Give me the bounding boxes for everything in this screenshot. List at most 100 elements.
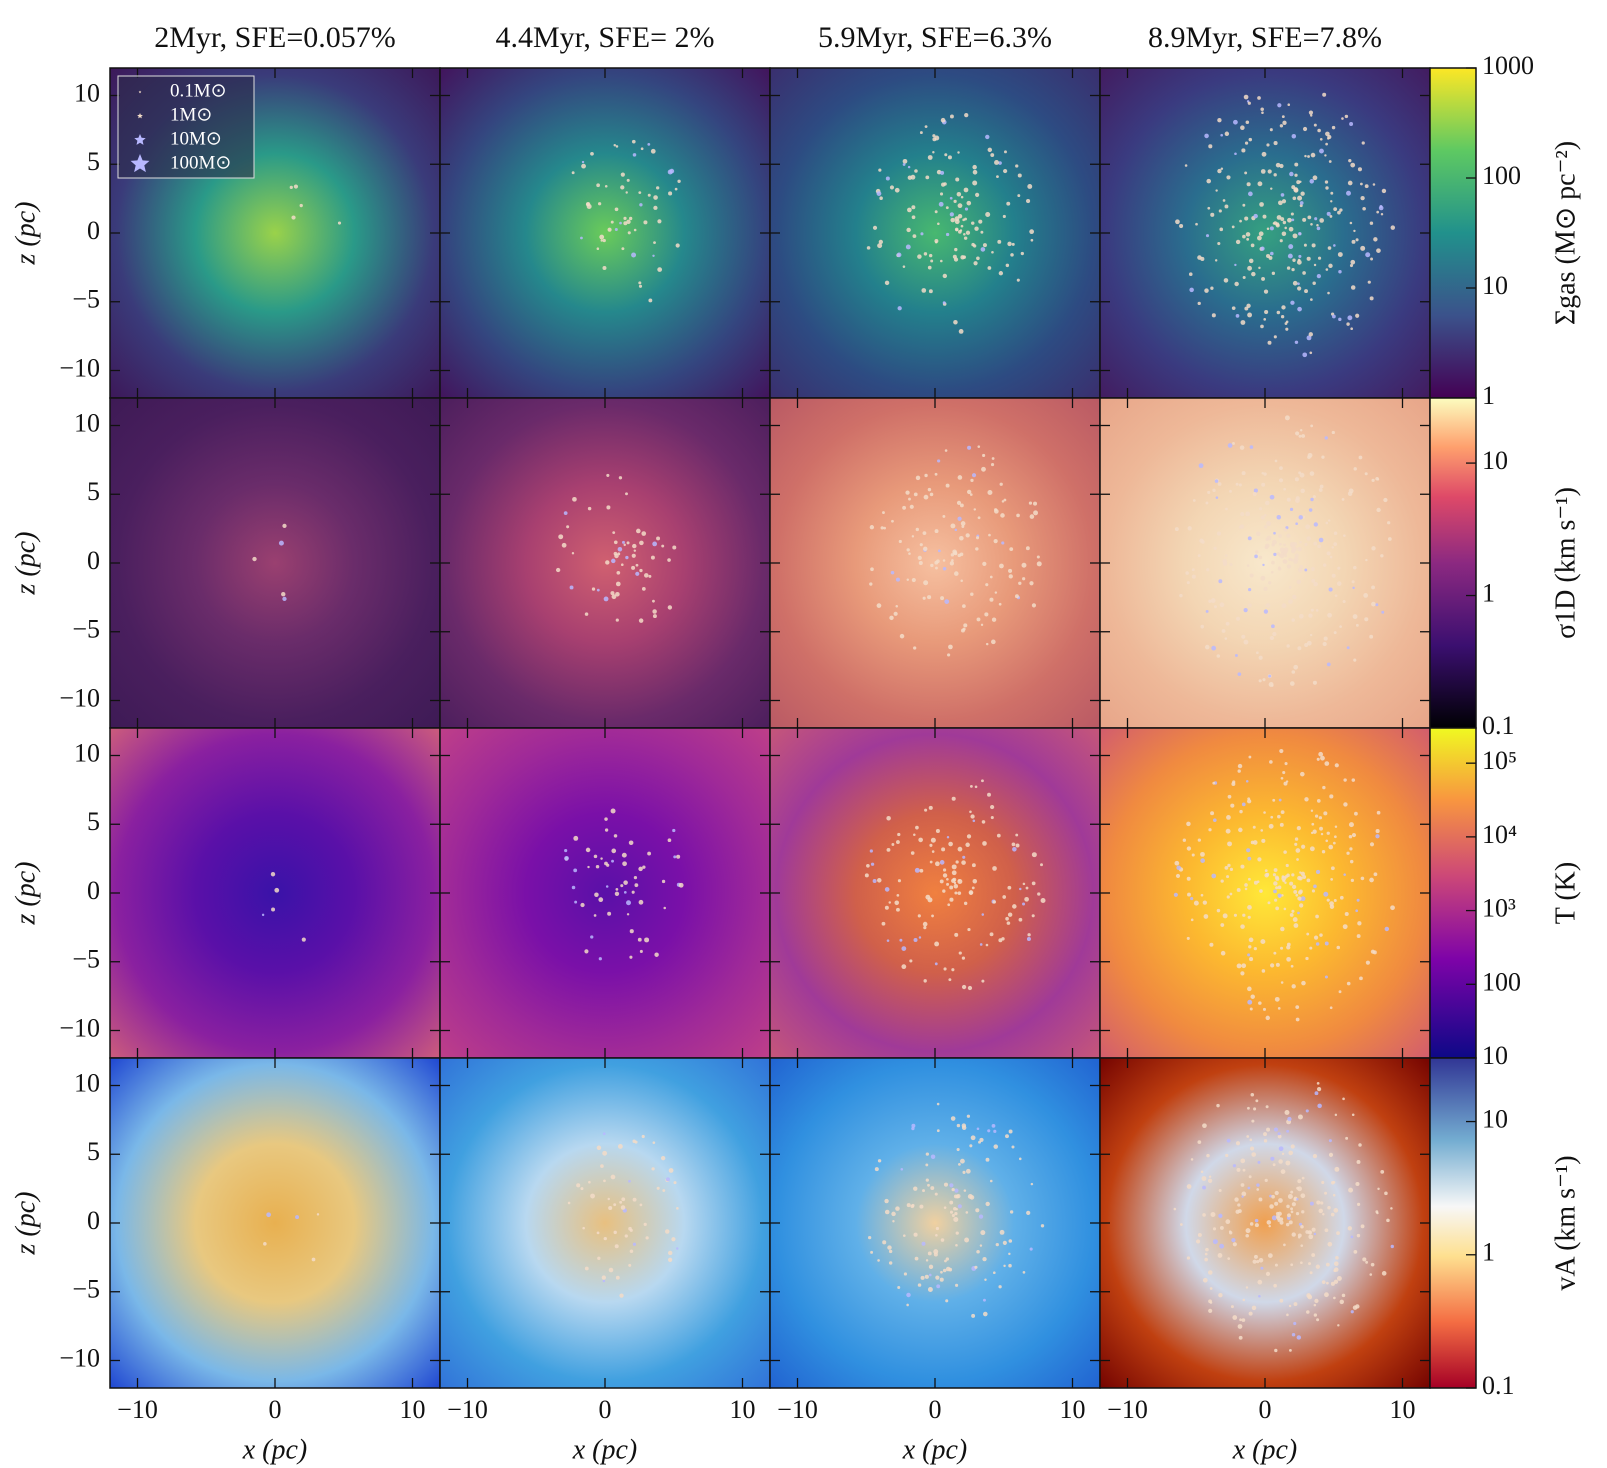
star-particle <box>978 219 983 224</box>
star-particle <box>584 1266 589 1271</box>
star-particle <box>1296 579 1302 585</box>
star-particle <box>906 227 911 233</box>
star-particle <box>1260 829 1264 832</box>
star-particle <box>972 244 977 248</box>
star-particle <box>981 779 984 783</box>
legend-label: 0.1M⊙ <box>170 80 227 101</box>
star-particle <box>1257 1279 1263 1285</box>
star-particle <box>1297 1186 1302 1192</box>
star-particle <box>1350 1310 1354 1314</box>
colorbar <box>1429 727 1477 1059</box>
star-particle <box>1293 1321 1297 1326</box>
star-particle <box>629 955 633 959</box>
star-particle <box>1015 843 1020 848</box>
star-particle <box>1336 1231 1340 1236</box>
star-particle <box>1359 976 1363 981</box>
star-particle <box>1375 603 1379 607</box>
star-particle <box>620 884 624 888</box>
star-particle <box>639 203 643 207</box>
star-particle <box>945 1266 951 1272</box>
star-particle <box>603 596 609 602</box>
colorbar <box>1429 67 1477 399</box>
star-particle <box>884 1209 890 1215</box>
star-particle <box>1211 873 1217 879</box>
star-particle <box>1252 1259 1257 1264</box>
star-particle <box>1288 599 1293 604</box>
star-particle <box>942 868 947 872</box>
star-particle <box>999 1229 1005 1235</box>
star-particle <box>1361 141 1365 145</box>
star-particle <box>1376 210 1380 214</box>
star-particle <box>976 617 981 622</box>
star-particle <box>631 139 636 144</box>
star-particle <box>1325 268 1329 271</box>
star-particle <box>1279 1298 1284 1303</box>
star-particle <box>1334 1113 1338 1117</box>
star-particle <box>1249 1007 1253 1011</box>
star-particle <box>1217 168 1222 174</box>
star-particle <box>918 561 923 566</box>
star-particle <box>944 153 948 157</box>
star-particle <box>1278 553 1282 557</box>
star-particle <box>962 1170 966 1174</box>
star-particle <box>893 611 898 616</box>
star-particle <box>961 860 966 865</box>
star-particle <box>599 234 605 240</box>
star-particle <box>1297 646 1302 651</box>
star-particle <box>1237 1324 1243 1329</box>
star-particle <box>1290 1144 1295 1149</box>
star-particle <box>1240 1158 1246 1164</box>
colorbar <box>1429 1057 1477 1389</box>
star-particle <box>935 1226 940 1231</box>
star-particle <box>954 1188 959 1193</box>
star-particle <box>1281 603 1287 609</box>
star-particle <box>1304 289 1308 294</box>
star-particle <box>596 1231 600 1235</box>
star-particle <box>1390 1207 1393 1210</box>
star-particle <box>1348 834 1353 839</box>
star-particle <box>1373 237 1378 242</box>
star-particle <box>1205 234 1210 238</box>
star-particle <box>1269 760 1273 764</box>
star-particle <box>1324 1191 1328 1195</box>
star-particle <box>1301 980 1306 986</box>
star-particle <box>870 1250 874 1254</box>
star-particle <box>1381 610 1385 614</box>
star-particle <box>1357 167 1363 172</box>
star-particle <box>1235 314 1240 318</box>
star-particle <box>1258 507 1263 511</box>
star-particle <box>921 288 927 293</box>
star-particle <box>949 212 954 217</box>
colorbar-tick-label: 10⁴ <box>1482 820 1517 849</box>
star-particle <box>1299 903 1304 908</box>
star-particle <box>877 1259 880 1262</box>
star-particle <box>1381 1271 1387 1276</box>
star-particle <box>964 1237 970 1243</box>
star-particle <box>598 202 602 206</box>
star-particle <box>1197 255 1202 260</box>
star-particle <box>966 489 972 495</box>
star-particle <box>1369 221 1374 225</box>
star-particle <box>969 1144 973 1148</box>
star-particle <box>1029 229 1035 235</box>
star-particle <box>663 906 666 910</box>
star-particle <box>953 199 957 203</box>
star-particle <box>1212 1227 1217 1231</box>
star-particle <box>1017 194 1021 198</box>
star-particle <box>1326 662 1331 667</box>
star-particle <box>1241 471 1246 476</box>
star-particle <box>1310 809 1314 812</box>
star-particle <box>1295 848 1301 853</box>
star-particle <box>660 1155 666 1161</box>
star-particle <box>1208 828 1212 832</box>
star-particle <box>1326 551 1331 556</box>
star-particle <box>924 1274 929 1279</box>
star-particle <box>1267 169 1272 174</box>
star-particle <box>1271 1194 1275 1199</box>
star-particle <box>943 182 947 186</box>
star-particle <box>1200 1170 1204 1174</box>
star-particle <box>1323 891 1329 897</box>
colorbar-tick-label: 10³ <box>1482 894 1516 923</box>
star-particle <box>615 1275 620 1280</box>
